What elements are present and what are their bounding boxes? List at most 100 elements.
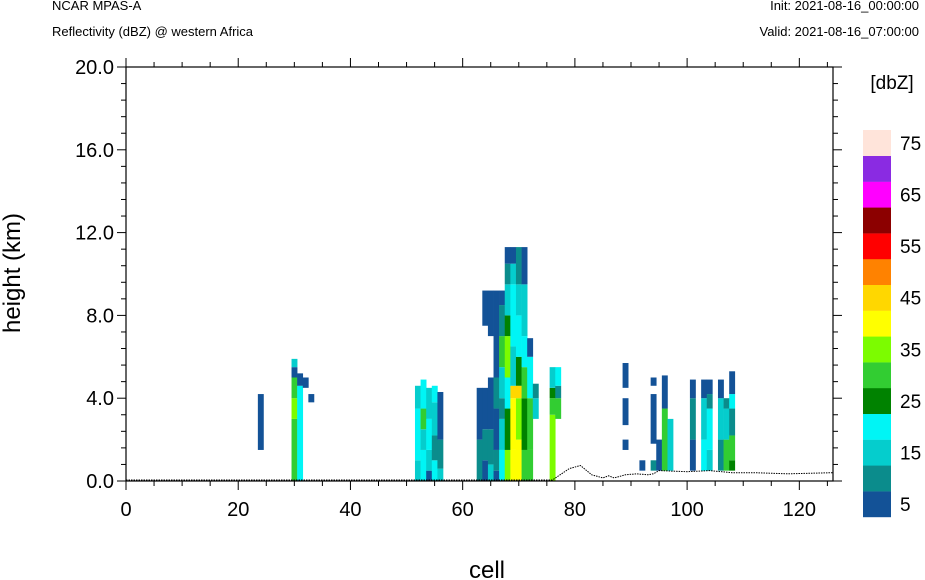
reflectivity-cell <box>717 379 724 399</box>
colorbar: 5 15 25 35 45 55 65 75 <box>863 130 921 518</box>
reflectivity-cell <box>414 385 421 409</box>
reflectivity-cell <box>667 418 674 471</box>
colorbar-label: 35 <box>900 340 921 361</box>
reflectivity-cell <box>437 468 444 481</box>
reflectivity-cell <box>622 439 629 450</box>
reflectivity-cell <box>549 414 556 481</box>
reflectivity-cell <box>291 358 298 368</box>
y-tick-label: 16.0 <box>75 140 114 162</box>
reflectivity-cell <box>515 284 522 316</box>
reflectivity-cell <box>420 449 427 481</box>
reflectivity-cell <box>515 385 522 399</box>
reflectivity-cell <box>487 464 494 481</box>
reflectivity-cell <box>291 418 298 481</box>
x-tick-label: 80 <box>564 499 586 521</box>
x-axis: 0 20 40 60 80 100 120 <box>120 58 828 521</box>
colorbar-swatch <box>863 310 891 337</box>
reflectivity-cell <box>622 398 629 426</box>
reflectivity-cell <box>521 336 528 368</box>
model-name: NCAR MPAS-A <box>52 0 142 13</box>
colorbar-swatch <box>863 130 891 156</box>
reflectivity-cell <box>414 460 421 481</box>
reflectivity-cell <box>482 429 489 461</box>
reflectivity-cell <box>420 429 427 450</box>
reflectivity-cell <box>689 398 696 440</box>
reflectivity-cell <box>476 439 483 481</box>
colorbar-swatch <box>863 284 891 311</box>
reflectivity-cell <box>504 408 511 450</box>
reflectivity-cell <box>723 439 730 471</box>
colorbar-swatch <box>863 207 891 234</box>
plot-frame <box>125 66 834 482</box>
reflectivity-cell <box>482 387 489 430</box>
reflectivity-cell <box>622 363 629 388</box>
colorbar-swatch <box>863 336 891 363</box>
reflectivity-cell <box>521 398 528 450</box>
reflectivity-cell <box>291 398 298 419</box>
reflectivity-cell <box>504 449 511 481</box>
y-axis: 0.0 4.0 8.0 12.0 16.0 20.0 <box>75 57 842 493</box>
reflectivity-cell <box>504 263 511 285</box>
reflectivity-cell <box>510 247 517 264</box>
reflectivity-cell <box>701 439 708 471</box>
reflectivity-cell <box>431 385 438 403</box>
reflectivity-cell <box>291 377 298 399</box>
reflectivity-cell <box>689 379 696 399</box>
reflectivity-cell <box>476 387 483 440</box>
reflectivity-cell <box>426 418 433 450</box>
reflectivity-cell <box>706 449 713 471</box>
reflectivity-cell <box>521 449 528 481</box>
reflectivity-cell <box>729 371 736 395</box>
reflectivity-cell <box>482 290 489 326</box>
reflectivity-cell <box>532 383 539 399</box>
reflectivity-cell <box>504 284 511 316</box>
reflectivity-cell <box>527 449 534 481</box>
y-tick-label: 4.0 <box>86 388 114 410</box>
reflectivity-cell <box>723 408 730 440</box>
reflectivity-cell <box>521 247 528 285</box>
reflectivity-cell <box>515 356 522 386</box>
reflectivity-cell <box>426 387 433 419</box>
reflectivity-cell <box>521 284 528 337</box>
reflectivity-cell <box>499 398 506 419</box>
colorbar-label: 75 <box>900 134 921 155</box>
reflectivity-cell <box>482 460 489 481</box>
reflectivity-cells <box>257 247 736 481</box>
terrain-line <box>126 464 834 481</box>
reflectivity-cell <box>555 367 562 386</box>
reflectivity-cell <box>706 379 713 395</box>
reflectivity-cell <box>431 402 438 436</box>
reflectivity-cell <box>297 373 304 386</box>
reflectivity-cell <box>717 439 724 471</box>
reflectivity-cell <box>493 377 500 409</box>
reflectivity-cell <box>493 470 500 481</box>
x-tick-label: 40 <box>339 499 361 521</box>
reflectivity-cell <box>723 398 730 409</box>
reflectivity-cell <box>504 247 511 264</box>
y-tick-label: 8.0 <box>86 305 114 327</box>
field-description: Reflectivity (dBZ) @ western Africa <box>52 24 254 39</box>
x-tick-label: 0 <box>120 499 131 521</box>
reflectivity-cell <box>555 398 562 419</box>
reflectivity-cell <box>656 439 663 471</box>
colorbar-label: 65 <box>900 186 921 207</box>
reflectivity-cell <box>426 470 433 481</box>
reflectivity-cell <box>504 377 511 409</box>
y-tick-label: 20.0 <box>75 57 114 79</box>
colorbar-label: 45 <box>900 289 921 310</box>
reflectivity-cell <box>510 346 517 386</box>
colorbar-swatch <box>863 413 891 440</box>
reflectivity-cell <box>297 385 304 481</box>
reflectivity-cell <box>431 460 438 481</box>
x-tick-label: 120 <box>783 499 816 521</box>
reflectivity-cell <box>510 263 517 285</box>
reflectivity-cell <box>257 394 264 450</box>
reflectivity-cell <box>437 391 444 440</box>
reflectivity-cell <box>549 387 556 399</box>
terrain-outline <box>126 464 834 481</box>
colorbar-label: 5 <box>900 495 911 516</box>
reflectivity-cell <box>549 398 556 415</box>
init-time: Init: 2021-08-16_00:00:00 <box>770 0 919 13</box>
reflectivity-cell <box>291 367 298 378</box>
